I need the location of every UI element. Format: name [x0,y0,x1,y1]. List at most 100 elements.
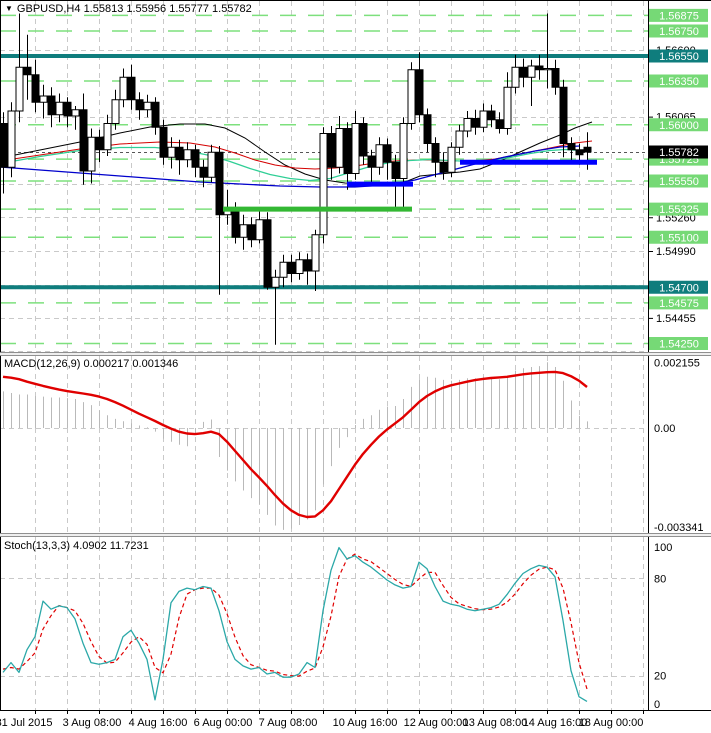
candle [487,110,496,121]
candle [471,118,480,128]
svg-text:1.54990: 1.54990 [656,246,696,258]
candle [503,86,512,129]
svg-text:18 Aug 00:00: 18 Aug 00:00 [579,717,644,729]
candle [367,155,376,168]
stoch-d-line [2,553,588,690]
candle [439,161,448,173]
candle [95,136,104,151]
candle [63,101,72,117]
candle [415,69,424,116]
candle [79,109,88,172]
main-chart-panel[interactable] [0,0,648,352]
svg-text:12 Aug 00:00: 12 Aug 00:00 [404,717,469,729]
candle [39,95,48,103]
candle [87,136,96,172]
candle [127,76,136,101]
candle [391,161,400,179]
svg-text:7 Aug 08:00: 7 Aug 08:00 [259,717,318,729]
macd-panel[interactable] [0,356,648,533]
svg-text:6 Aug 00:00: 6 Aug 00:00 [194,717,253,729]
candle [295,259,304,274]
stoch-indicator-title: Stoch(13,3,3) 4.0902 11.7231 [4,540,149,552]
candle [23,66,32,76]
candle [455,130,464,148]
candle [111,99,120,124]
candle [527,65,536,78]
candle [359,123,368,157]
svg-text:100: 100 [654,542,672,554]
candle [263,219,272,288]
candle [143,101,152,111]
candle [319,133,328,236]
candle [543,68,552,71]
candle [239,224,248,238]
candle [135,99,144,111]
panel-borders [0,0,711,711]
symbol-title: ▼ GBPUSD,H4 1.55813 1.55956 1.55777 1.557… [5,3,252,15]
candle [55,101,64,116]
ma-blue [0,145,581,188]
candle [343,128,352,174]
svg-text:1.54700: 1.54700 [659,282,699,294]
candle [535,65,544,71]
candles [0,13,592,345]
candle [423,114,432,144]
stoch-panel[interactable] [0,537,648,710]
candle [407,69,416,124]
candle [311,234,320,272]
svg-text:0: 0 [654,699,660,711]
svg-text:13 Aug 08:00: 13 Aug 08:00 [463,717,528,729]
candle [7,110,16,168]
candle [583,146,592,153]
svg-text:4 Aug 16:00: 4 Aug 16:00 [129,717,188,729]
candle [383,144,392,163]
price-axis[interactable] [648,0,711,710]
candle [519,66,528,78]
candle [159,126,168,158]
candle [255,219,264,241]
svg-text:0.002155: 0.002155 [654,357,700,369]
svg-text:1.54250: 1.54250 [659,339,699,351]
price-axis-labels: 1.566001.560651.552601.549901.544551.541… [648,8,708,711]
svg-text:1.55100: 1.55100 [659,232,699,244]
candle [463,118,472,132]
svg-text:10 Aug 16:00: 10 Aug 16:00 [333,717,398,729]
candle [479,110,488,128]
macd-signal-line [2,370,588,519]
svg-text:1.56000: 1.56000 [659,120,699,132]
candle [431,143,440,163]
ohlc-readout: 1.55813 1.55956 1.55777 1.55782 [83,3,252,15]
grid [0,1,648,710]
stoch-k-line [2,546,588,702]
candle [351,123,360,174]
candle [119,76,128,101]
candle [247,224,256,241]
svg-text:3 Aug 08:00: 3 Aug 08:00 [63,717,122,729]
candle [575,149,584,156]
candle [559,86,568,144]
candle [303,259,312,272]
candle [183,149,192,161]
svg-text:1.56875: 1.56875 [659,10,699,22]
symbol-label: GBPUSD,H4 [16,3,81,15]
svg-text:20: 20 [654,671,666,683]
chevron-down-icon: ▼ [5,4,13,13]
candle [399,123,408,179]
svg-text:1.54575: 1.54575 [659,298,699,310]
candle [511,66,520,88]
candle [551,68,560,88]
svg-text:1.54455: 1.54455 [656,313,696,325]
candle [71,109,80,117]
candle [567,143,576,151]
candle [47,95,56,116]
time-axis[interactable] [0,710,711,733]
candle [31,74,40,103]
svg-text:1.55550: 1.55550 [659,176,699,188]
candle [375,144,384,168]
svg-text:-0.003341: -0.003341 [654,522,704,534]
candle [103,123,112,151]
time-axis-labels: 31 Jul 2015 3 Aug 08:00 4 Aug 16:00 6 Aug 0… [0,710,644,729]
svg-text:80: 80 [654,573,666,585]
